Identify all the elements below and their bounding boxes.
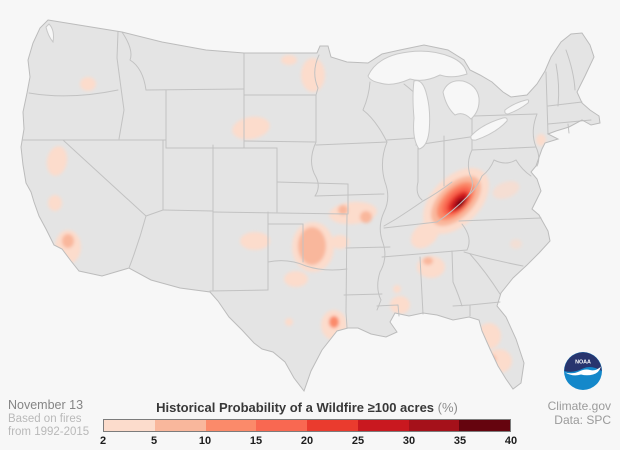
colorbar-tick-label: 35 xyxy=(453,435,467,447)
wildfire-blob-gulf-coast-mississippi xyxy=(390,296,410,314)
colorbar-tick-label: 10 xyxy=(198,435,212,447)
basis-line-2: from 1992-2015 xyxy=(8,426,90,438)
wildfire-blob-northwest-nebraska xyxy=(232,116,270,140)
colorbar-segment xyxy=(104,420,155,431)
colorbar-segment xyxy=(307,420,358,431)
colorbar-segment xyxy=(459,420,510,431)
wildfire-blob-red-river-valley-minnesota xyxy=(301,58,325,92)
wildfire-blob-houston-gulf-coast xyxy=(329,316,339,328)
colorbar-tick-label: 15 xyxy=(249,435,263,447)
great-lakes xyxy=(45,23,530,150)
wildfire-blob-central-california xyxy=(48,195,62,211)
wildfire-blob-central-missouri xyxy=(360,211,372,223)
lake-huron xyxy=(442,80,480,120)
colorbar-tick-label: 20 xyxy=(300,435,314,447)
colorbar-segment xyxy=(205,420,257,431)
noaa-logo: NOAA xyxy=(563,351,603,391)
wildfire-blob-south-florida xyxy=(486,349,512,373)
wildfire-blob-central-oklahoma xyxy=(298,227,326,265)
credit-site: Climate.gov xyxy=(547,399,611,413)
colorbar-segment xyxy=(256,420,307,431)
wildfire-blob-new-jersey-pine-barrens xyxy=(536,134,546,146)
us-map xyxy=(20,19,601,392)
lake-erie xyxy=(470,117,508,141)
colorbar-ticks: 2 5 10 15 20 25 30 35 40 xyxy=(99,435,517,448)
colorbar-tick-label: 30 xyxy=(402,435,416,447)
colorbar xyxy=(103,419,511,432)
colorbar-tick-label: 40 xyxy=(504,435,518,447)
legend-title-text: Historical Probability of a Wildfire ≥10… xyxy=(156,400,435,415)
state-borders xyxy=(22,31,592,329)
lake-superior xyxy=(367,50,468,85)
wildfire-blob-south-carolina-coast xyxy=(510,239,522,249)
wildfire-blob-east-texas xyxy=(284,271,308,287)
noaa-seagull-icon xyxy=(565,366,601,376)
wildfire-blob-eastern-oklahoma xyxy=(331,235,349,249)
wildfire-blob-sierra-nevada-california xyxy=(46,146,68,176)
wildfire-blob-central-oregon xyxy=(80,77,96,91)
colorbar-segment xyxy=(408,420,460,431)
wildfire-blob-southern-california xyxy=(62,234,74,248)
date-label: November 13 xyxy=(8,398,84,412)
noaa-logo-text: NOAA xyxy=(575,360,591,366)
wildfire-blob-central-virginia xyxy=(492,181,520,199)
colorbar-segment xyxy=(154,420,206,431)
noaa-logo-top xyxy=(564,352,602,372)
wildfire-blob-northern-alabama xyxy=(423,257,433,265)
basis-line-1: Based on fires xyxy=(8,412,82,425)
wildfire-blob-western-oklahoma xyxy=(240,232,270,250)
wildfire-blob-central-missouri xyxy=(338,205,348,215)
colorbar-tick-label: 2 xyxy=(99,435,107,447)
legend-title: Historical Probability of a Wildfire ≥10… xyxy=(95,400,519,415)
wildfire-blob-north-dakota xyxy=(281,55,297,65)
credit-block: Climate.gov Data: SPC xyxy=(547,399,611,427)
date-caption: November 13 Based on fires from 1992-201… xyxy=(8,398,90,440)
lake-ontario xyxy=(504,99,530,115)
colorbar-segment xyxy=(357,420,409,431)
lake-michigan xyxy=(412,80,431,150)
wildfire-blob-mississippi xyxy=(393,285,401,293)
wildfire-probability-blobs xyxy=(46,55,546,373)
colorbar-tick-label: 5 xyxy=(150,435,158,447)
credit-source: Data: SPC xyxy=(554,412,611,427)
puget-sound xyxy=(45,23,54,44)
wildfire-blob-central-texas xyxy=(285,318,293,326)
legend-title-unit: (%) xyxy=(437,400,458,415)
colorbar-tick-label: 25 xyxy=(351,435,365,447)
